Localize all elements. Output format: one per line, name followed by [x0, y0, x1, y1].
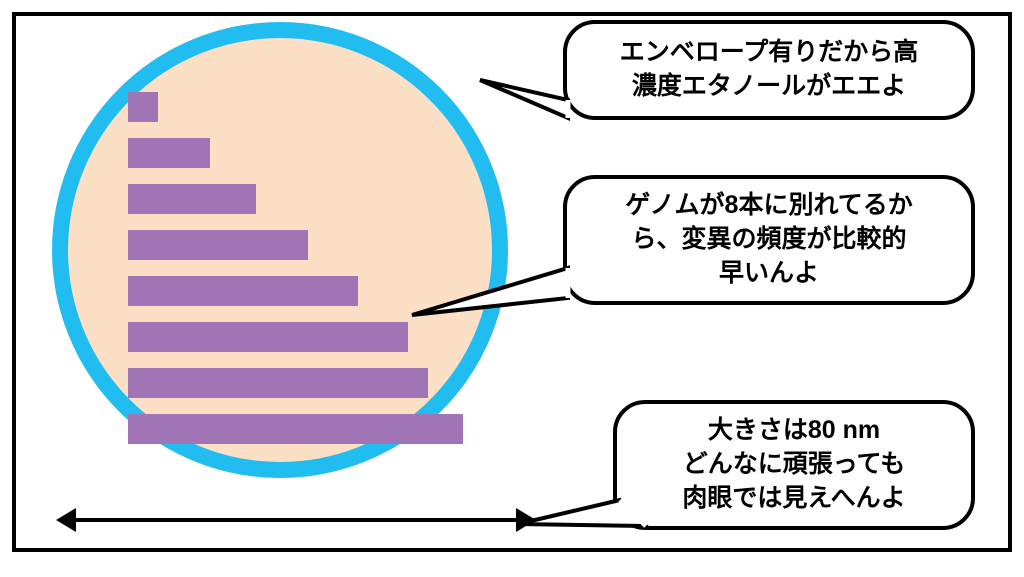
genome-bar: [128, 414, 463, 444]
bubble-size: 大きさは80 nm どんなに頑張っても 肉眼では見えへんよ: [613, 400, 975, 530]
genome-bar: [128, 230, 308, 260]
bubble-envelope: エンベロープ有りだから高 濃度エタノールがエエよ: [563, 20, 975, 120]
genome-bar: [128, 138, 210, 168]
bubble-size-text: 大きさは80 nm どんなに頑張っても 肉眼では見えへんよ: [682, 414, 905, 515]
genome-bar: [128, 276, 358, 306]
genome-bar: [128, 368, 428, 398]
bubble-envelope-text: エンベロープ有りだから高 濃度エタノールがエエよ: [620, 36, 919, 104]
genome-bar: [128, 184, 256, 214]
genome-bar: [128, 322, 408, 352]
bubble-genome-text: ゲノムが8本に別れてるか ら、変異の頻度が比較的 早いんよ: [625, 189, 912, 290]
bubble-genome: ゲノムが8本に別れてるか ら、変異の頻度が比較的 早いんよ: [563, 175, 975, 305]
genome-bar: [128, 92, 158, 122]
